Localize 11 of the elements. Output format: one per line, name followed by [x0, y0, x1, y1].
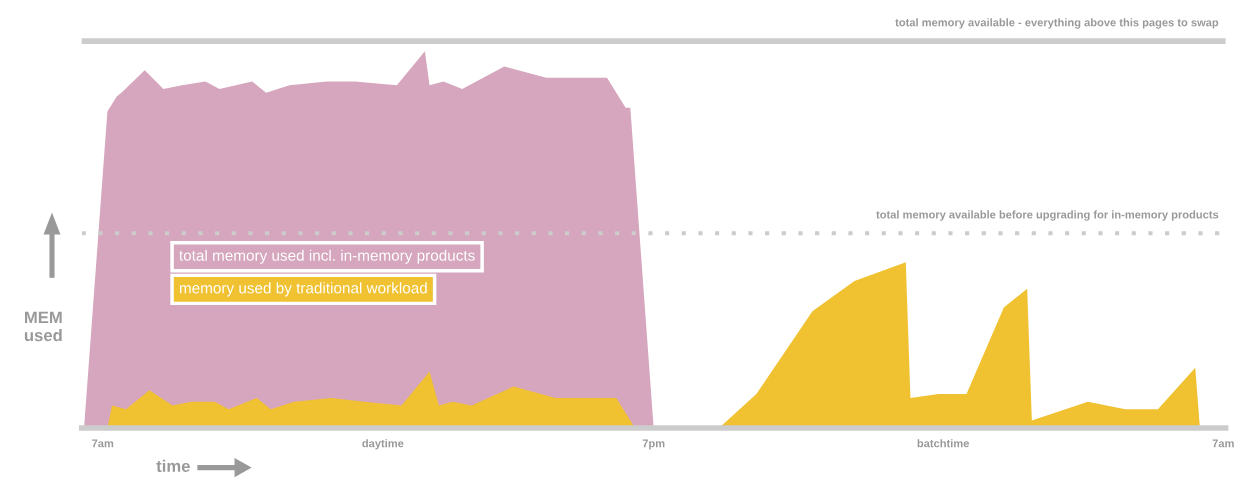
x-tick-label: 7am: [92, 439, 114, 448]
x-tick-label: daytime: [362, 439, 404, 450]
x-axis-title: time: [156, 459, 190, 473]
y-axis-title: MEM used: [24, 311, 62, 342]
text: memory used by traditional workload: [179, 282, 427, 297]
x-tick-label: 7pm: [642, 439, 665, 450]
series-label: total memory used incl. in-memory products: [179, 249, 475, 264]
x-tick-label: batchtime: [917, 439, 970, 448]
x-tick-label: 7am: [1212, 439, 1234, 448]
ref-line-label: total memory available - everything above this pages to swap: [895, 18, 1219, 29]
ref-line-label: total memory available before upgrading for in-memory products: [876, 210, 1219, 221]
